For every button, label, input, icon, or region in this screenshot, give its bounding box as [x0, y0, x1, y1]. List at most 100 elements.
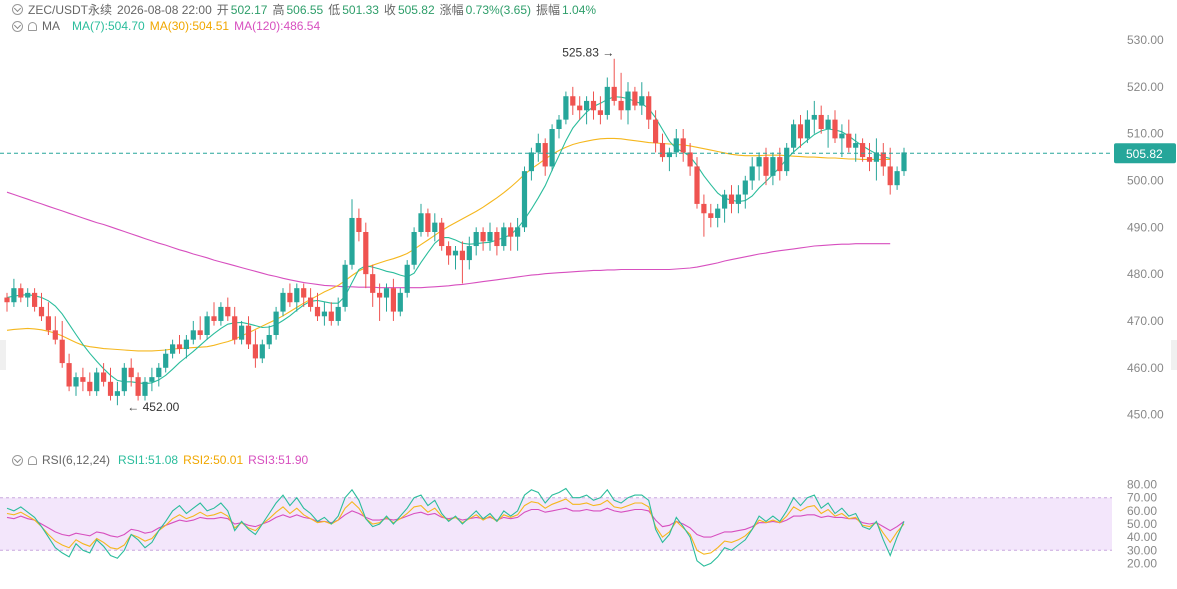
candle-body	[797, 124, 804, 139]
collapse-icon[interactable]	[12, 454, 23, 466]
ma120-legend: MA(120):486.54	[234, 19, 321, 33]
candle-body	[383, 288, 390, 298]
candle-body	[170, 344, 176, 354]
candle-body	[135, 377, 141, 396]
candle-body	[239, 325, 245, 340]
candle-body	[873, 152, 879, 162]
rsi-band-fill	[0, 497, 1112, 551]
rsi-band	[0, 497, 1112, 551]
candle-body	[425, 213, 431, 232]
candle-layer	[4, 58, 907, 406]
candle-body	[508, 227, 514, 237]
candle-body	[114, 391, 120, 396]
candle-body	[687, 152, 693, 167]
candle-body	[349, 217, 355, 265]
candle-body	[11, 288, 17, 303]
rsi-tick-label: 50.00	[1127, 517, 1157, 531]
change-value: 0.73%(3.65)	[465, 2, 532, 17]
candle-body	[363, 232, 369, 275]
low-label: 低	[328, 3, 341, 17]
candle-body	[549, 129, 555, 167]
candle-body	[411, 232, 417, 265]
rsi1-line	[6, 487, 905, 567]
candle-body	[370, 274, 376, 293]
price-tick-label: 530.00	[1127, 33, 1164, 47]
high-annotation: 525.83 →	[562, 46, 614, 60]
candle-body	[121, 367, 127, 392]
candle-body	[708, 213, 714, 218]
candle-body	[225, 306, 231, 317]
rsi-tick-label: 30.00	[1127, 543, 1157, 557]
candle-body	[777, 157, 783, 172]
ma30-layer	[6, 137, 891, 352]
close-value: 505.82	[397, 2, 435, 17]
candle-body	[418, 213, 424, 232]
candle-body	[342, 264, 348, 307]
candle-body	[901, 152, 907, 172]
candle-body	[335, 306, 341, 321]
candle-body	[563, 96, 569, 120]
candle-body	[94, 372, 100, 392]
price-tick-label: 460.00	[1127, 361, 1164, 375]
candle-body	[494, 232, 500, 247]
candle-body	[439, 222, 445, 247]
alert-bell-icon[interactable]	[28, 455, 37, 465]
candle-body	[528, 152, 534, 172]
candle-body	[176, 344, 183, 350]
candle-body	[183, 339, 189, 350]
scroll-left-handle[interactable]	[0, 340, 6, 370]
candle-body	[466, 246, 472, 261]
candle-body	[597, 110, 603, 115]
rsi3-legend: RSI3:51.90	[248, 453, 309, 467]
candle-body	[639, 96, 645, 106]
candle-body	[625, 91, 631, 111]
candle-body	[894, 171, 900, 186]
candle-body	[673, 138, 679, 153]
candle-body	[611, 86, 617, 101]
candle-body	[590, 100, 597, 111]
ma7-line	[6, 96, 891, 385]
candle-body	[252, 344, 258, 359]
candle-body	[480, 232, 486, 242]
candle-body	[646, 96, 652, 120]
candle-body	[866, 157, 873, 162]
collapse-icon[interactable]	[12, 4, 23, 15]
candle-body	[280, 292, 286, 312]
candle-body	[659, 143, 666, 158]
price-tick-label: 450.00	[1127, 408, 1164, 422]
collapse-icon[interactable]	[12, 20, 23, 32]
candle-body	[18, 288, 24, 298]
candle-body	[839, 133, 845, 139]
candle-body	[273, 311, 279, 335]
price-tick-label: 470.00	[1127, 314, 1164, 328]
candle-body	[432, 222, 438, 232]
datetime-label: 2026-08-08 22:00	[117, 2, 212, 17]
candle-body	[811, 114, 817, 120]
low-value: 501.33	[342, 2, 379, 17]
candle-body	[4, 297, 10, 303]
candle-body	[218, 306, 224, 321]
alert-bell-icon[interactable]	[28, 21, 37, 31]
candle-body	[377, 292, 383, 298]
ohlc-header: ZEC/USDT永续 2026-08-08 22:00 开 502.17 高 5…	[0, 1, 601, 18]
ma-legend: MA MA(7):504.70 MA(30):504.51 MA(120):48…	[0, 19, 325, 33]
candle-body	[584, 100, 590, 111]
candle-body	[308, 297, 314, 307]
candle-body	[570, 96, 576, 106]
candle-body	[846, 133, 852, 148]
candle-body	[749, 166, 755, 181]
scroll-right-handle[interactable]	[1171, 340, 1177, 370]
rsi-tick-label: 70.00	[1127, 491, 1157, 505]
candle-body	[653, 119, 659, 144]
candle-body	[515, 227, 521, 237]
candle-body	[701, 203, 707, 214]
candle-body	[156, 367, 162, 378]
candle-body	[770, 157, 776, 176]
rsi2-line	[6, 498, 905, 555]
candle-body	[390, 288, 396, 312]
candle-body	[473, 232, 479, 247]
candle-body	[832, 119, 838, 139]
rsi-lines	[6, 487, 905, 567]
candle-body	[287, 292, 293, 303]
